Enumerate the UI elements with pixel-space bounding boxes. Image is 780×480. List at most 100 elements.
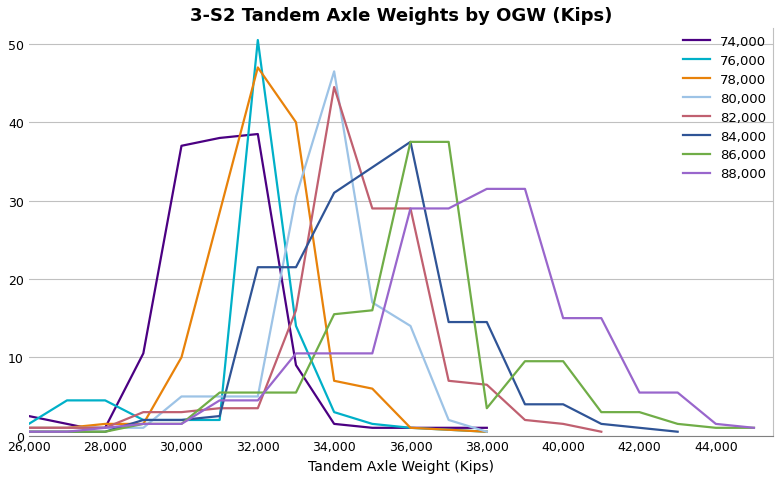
78,000 [24, 425, 34, 431]
84,000 [24, 429, 34, 435]
82,000 [558, 421, 568, 427]
88,000 [215, 397, 225, 403]
78,000 [139, 421, 148, 427]
74,000 [215, 136, 225, 142]
76,000 [215, 417, 225, 423]
88,000 [291, 351, 300, 357]
78,000 [177, 355, 186, 360]
82,000 [101, 425, 110, 431]
88,000 [635, 390, 644, 396]
86,000 [520, 359, 530, 364]
Line: 86,000: 86,000 [29, 143, 754, 432]
80,000 [367, 300, 377, 306]
88,000 [406, 206, 415, 212]
78,000 [329, 378, 339, 384]
76,000 [291, 324, 300, 329]
74,000 [406, 425, 415, 431]
80,000 [62, 425, 72, 431]
82,000 [597, 429, 606, 435]
Line: 74,000: 74,000 [29, 135, 487, 428]
88,000 [24, 429, 34, 435]
84,000 [406, 140, 415, 145]
88,000 [139, 421, 148, 427]
80,000 [101, 425, 110, 431]
86,000 [750, 425, 759, 431]
82,000 [329, 85, 339, 91]
Line: 80,000: 80,000 [29, 72, 487, 432]
84,000 [482, 320, 491, 325]
82,000 [291, 308, 300, 313]
88,000 [101, 425, 110, 431]
88,000 [329, 351, 339, 357]
84,000 [139, 417, 148, 423]
86,000 [177, 421, 186, 427]
86,000 [482, 406, 491, 411]
76,000 [367, 421, 377, 427]
86,000 [215, 390, 225, 396]
Line: 78,000: 78,000 [29, 68, 487, 432]
Title: 3-S2 Tandem Axle Weights by OGW (Kips): 3-S2 Tandem Axle Weights by OGW (Kips) [190, 7, 612, 25]
88,000 [520, 187, 530, 192]
84,000 [597, 421, 606, 427]
84,000 [215, 413, 225, 419]
84,000 [254, 265, 263, 271]
82,000 [177, 409, 186, 415]
88,000 [711, 421, 721, 427]
84,000 [635, 425, 644, 431]
Line: 76,000: 76,000 [29, 41, 487, 432]
84,000 [558, 402, 568, 408]
88,000 [444, 206, 453, 212]
88,000 [597, 315, 606, 321]
86,000 [367, 308, 377, 313]
86,000 [254, 390, 263, 396]
76,000 [482, 429, 491, 435]
76,000 [101, 397, 110, 403]
76,000 [254, 38, 263, 44]
80,000 [482, 429, 491, 435]
76,000 [406, 425, 415, 431]
84,000 [329, 191, 339, 196]
88,000 [482, 187, 491, 192]
74,000 [367, 425, 377, 431]
Line: 82,000: 82,000 [29, 88, 601, 432]
86,000 [329, 312, 339, 317]
76,000 [177, 417, 186, 423]
86,000 [101, 429, 110, 435]
74,000 [101, 425, 110, 431]
86,000 [291, 390, 300, 396]
78,000 [62, 425, 72, 431]
84,000 [177, 417, 186, 423]
82,000 [444, 378, 453, 384]
74,000 [254, 132, 263, 138]
86,000 [62, 429, 72, 435]
84,000 [444, 320, 453, 325]
74,000 [482, 425, 491, 431]
74,000 [291, 362, 300, 368]
Line: 88,000: 88,000 [29, 190, 754, 432]
88,000 [367, 351, 377, 357]
86,000 [597, 409, 606, 415]
78,000 [482, 429, 491, 435]
80,000 [444, 417, 453, 423]
84,000 [673, 429, 682, 435]
74,000 [329, 421, 339, 427]
84,000 [291, 265, 300, 271]
86,000 [444, 140, 453, 145]
78,000 [367, 386, 377, 392]
86,000 [635, 409, 644, 415]
86,000 [139, 421, 148, 427]
76,000 [24, 421, 34, 427]
82,000 [62, 425, 72, 431]
80,000 [215, 394, 225, 399]
74,000 [24, 413, 34, 419]
76,000 [329, 409, 339, 415]
80,000 [139, 425, 148, 431]
80,000 [291, 194, 300, 200]
86,000 [406, 140, 415, 145]
86,000 [24, 429, 34, 435]
74,000 [62, 421, 72, 427]
88,000 [558, 315, 568, 321]
88,000 [177, 421, 186, 427]
86,000 [558, 359, 568, 364]
78,000 [291, 120, 300, 126]
